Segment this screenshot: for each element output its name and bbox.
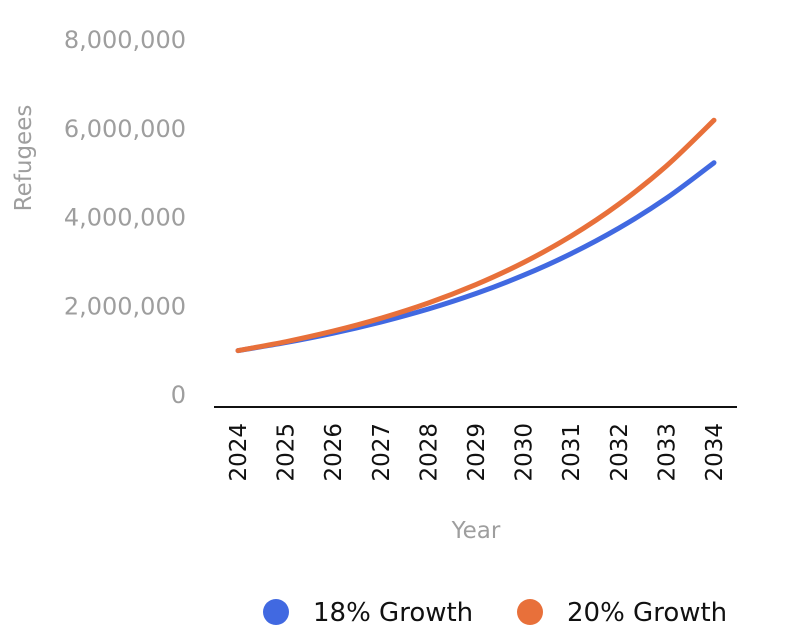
legend-label: 18% Growth xyxy=(313,598,473,628)
x-tick-label: 2030 xyxy=(512,423,538,482)
series-line-1 xyxy=(235,160,717,354)
x-tick-label: 2028 xyxy=(416,423,442,482)
x-tick-label: 2026 xyxy=(321,423,347,482)
x-axis-label: Year xyxy=(451,518,501,544)
legend-label: 20% Growth xyxy=(567,598,727,628)
y-axis-label: Refugees xyxy=(11,105,37,212)
x-tick-label: 2033 xyxy=(654,423,680,482)
legend-marker xyxy=(263,599,289,625)
y-axis-ticks: 0 2,000,000 4,000,000 6,000,000 8,000,000 xyxy=(64,26,186,409)
series-line-2 xyxy=(235,117,717,354)
x-tick-label: 2029 xyxy=(464,423,490,482)
x-tick-label: 2032 xyxy=(607,423,633,482)
y-tick-label: 0 xyxy=(171,381,186,409)
x-tick-label: 2031 xyxy=(559,423,585,482)
x-tick-label: 2025 xyxy=(274,423,300,482)
y-tick-label: 6,000,000 xyxy=(64,115,186,143)
x-axis-ticks: 2024 2025 2026 2027 2028 2029 2030 2031 2032 2033… xyxy=(226,423,728,482)
x-tick-label: 2024 xyxy=(226,423,252,482)
y-tick-label: 2,000,000 xyxy=(64,292,186,320)
legend-marker xyxy=(517,599,543,625)
y-tick-label: 8,000,000 xyxy=(64,26,186,54)
y-tick-label: 4,000,000 xyxy=(64,204,186,232)
x-tick-label: 2027 xyxy=(369,423,395,482)
x-tick-label: 2034 xyxy=(702,423,728,482)
series-lines xyxy=(235,117,717,354)
legend: 18% Growth 20% Growth xyxy=(263,598,727,628)
